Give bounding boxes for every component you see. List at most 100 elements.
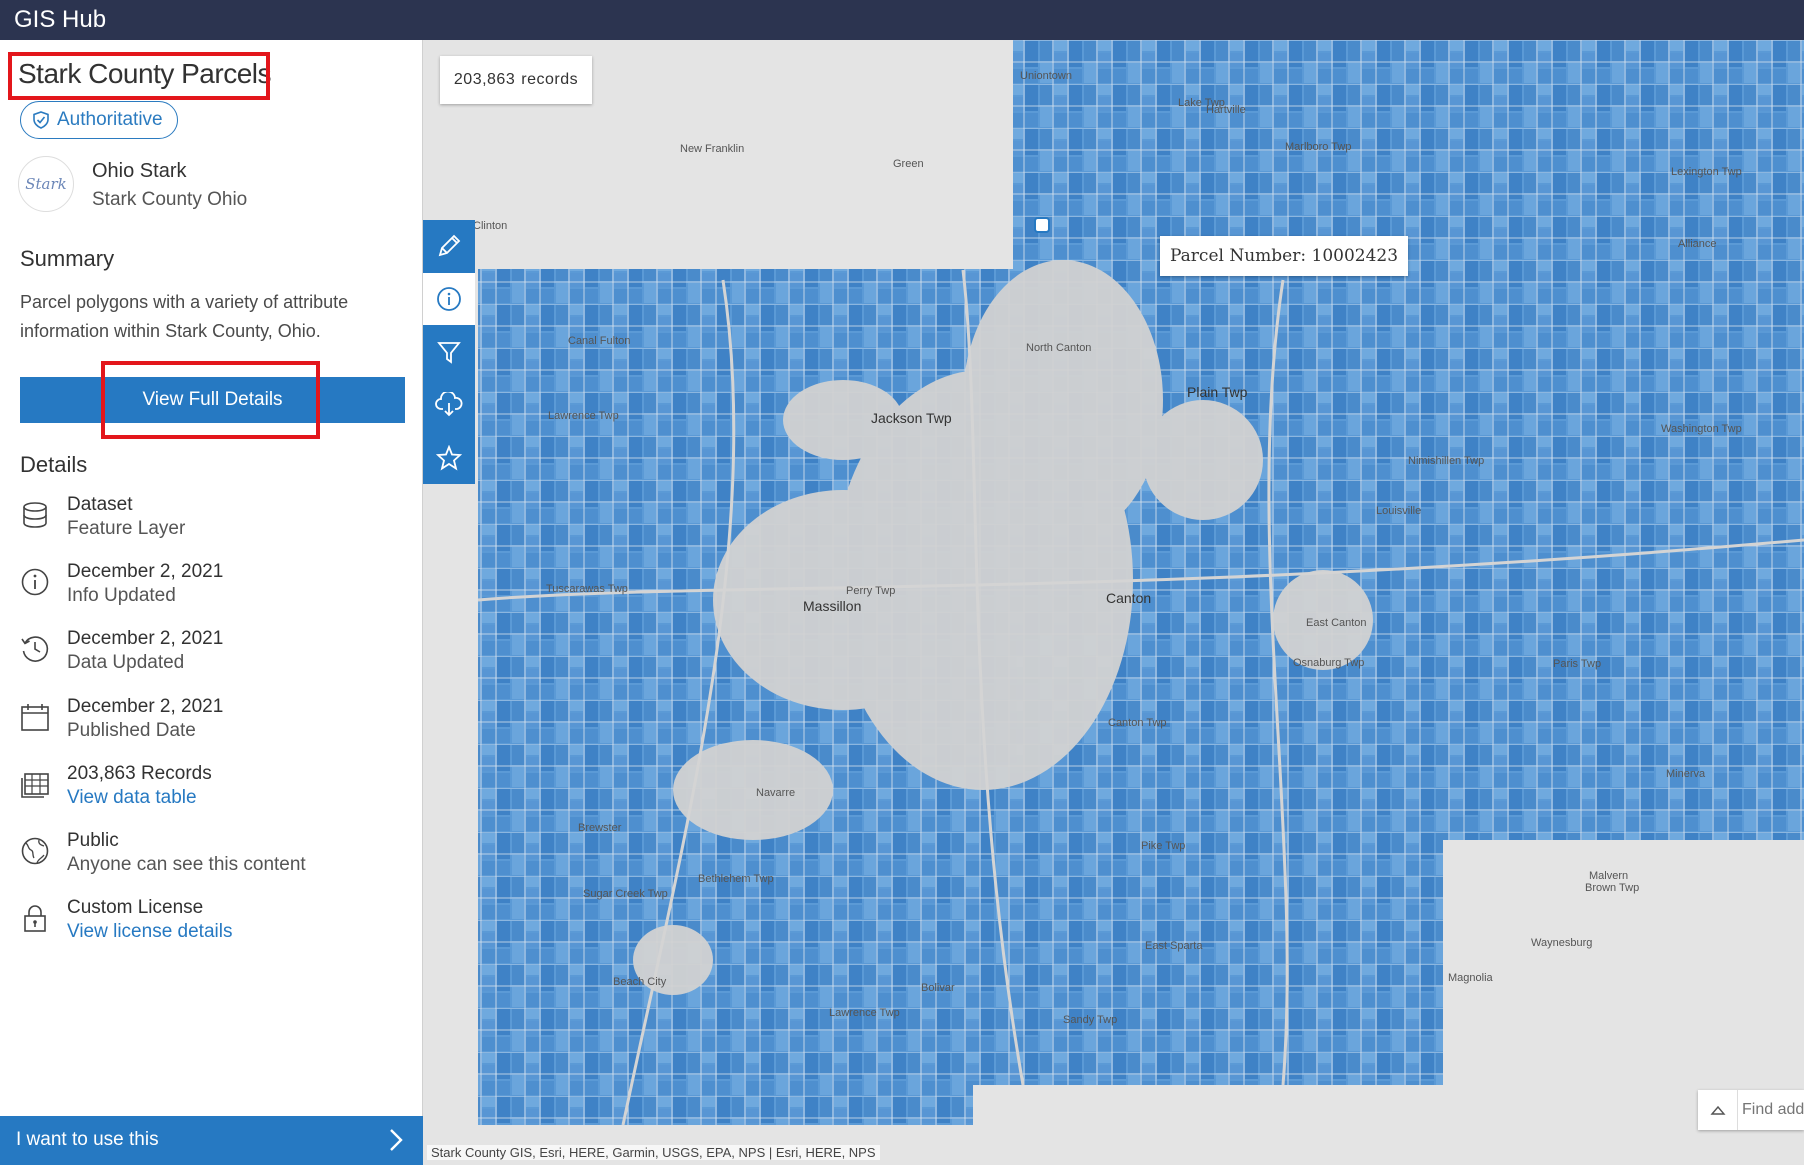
detail-subtitle: Info Updated <box>67 585 176 606</box>
place-label: Jackson Twp <box>871 410 952 426</box>
place-label: Marlboro Twp <box>1285 141 1352 153</box>
place-label: East Sparta <box>1145 940 1203 952</box>
detail-item-data-updated: December 2, 2021 Data Updated <box>20 628 410 680</box>
filter-tool-button[interactable] <box>423 326 475 378</box>
lock-icon <box>24 905 46 932</box>
place-label: Uniontown <box>1020 70 1072 82</box>
detail-item-records: 203,863 Records View data table <box>20 763 410 815</box>
place-label: Brewster <box>578 822 622 834</box>
dataset-title: Stark County Parcels <box>18 58 272 89</box>
parcel-popup[interactable]: Parcel Number: 10002423 <box>1160 236 1409 276</box>
app-title: GIS Hub <box>14 6 107 33</box>
globe-icon <box>21 837 49 865</box>
detail-item-info-updated: December 2, 2021 Info Updated <box>20 561 410 613</box>
favorite-tool-button[interactable] <box>423 432 475 484</box>
place-label: Bolivar <box>921 982 955 994</box>
cloud-download-icon <box>435 392 463 417</box>
summary-heading: Summary <box>20 246 115 271</box>
parcel-map[interactable] <box>423 40 1804 1165</box>
edit-tool-button[interactable] <box>423 220 475 272</box>
detail-subtitle: Feature Layer <box>67 518 186 539</box>
star-icon <box>436 445 462 471</box>
place-label: Canton Twp <box>1108 717 1167 729</box>
org-name[interactable]: Ohio Stark <box>92 160 187 182</box>
database-icon <box>23 502 47 528</box>
place-label: Lawrence Twp <box>548 410 619 422</box>
map-search <box>1698 1090 1804 1130</box>
place-label: Magnolia <box>1448 972 1493 984</box>
details-heading: Details <box>20 452 88 477</box>
place-label: Osnaburg Twp <box>1293 657 1365 669</box>
place-label: Canal Fulton <box>568 335 631 347</box>
map-toolbar <box>423 220 475 484</box>
chevron-right-icon <box>390 1129 403 1151</box>
place-label: Malvern <box>1589 870 1629 882</box>
dataset-title-highlight-box <box>8 52 270 100</box>
place-label: Lexington Twp <box>1671 166 1742 178</box>
place-label: Green <box>893 158 924 170</box>
county-boundary <box>478 40 1804 1125</box>
records-count: 203,863 <box>453 71 516 88</box>
expand-button[interactable] <box>1698 1090 1738 1130</box>
download-tool-button[interactable] <box>423 379 475 431</box>
detail-title: Custom License <box>67 897 204 918</box>
dataset-sidebar <box>0 40 423 1165</box>
history-icon <box>21 636 49 662</box>
map-attribution: Stark County GIS, Esri, HERE, Garmin, US… <box>427 1145 880 1160</box>
place-label: Massillon <box>803 598 862 614</box>
summary-text: Parcel polygons with a variety of attrib… <box>20 292 349 341</box>
view-full-details-button[interactable]: View Full Details <box>20 377 405 423</box>
view-data-table-link[interactable]: View data table <box>67 787 197 808</box>
use-bar-label: I want to use this <box>16 1129 159 1150</box>
filter-icon <box>437 342 461 364</box>
place-label: Minerva <box>1666 768 1706 780</box>
table-icon <box>21 773 49 798</box>
place-label: Bethlehem Twp <box>698 873 774 885</box>
map-view[interactable]: Uniontown Lake Twp Hartville Marlboro Twp Ne… <box>423 40 1804 1165</box>
records-label: records <box>521 71 579 88</box>
pencil-icon <box>438 234 461 257</box>
authoritative-badge: Authoritative <box>20 101 178 139</box>
place-label: Sugar Creek Twp <box>583 888 668 900</box>
place-label: Alliance <box>1678 238 1717 250</box>
org-logo-text: Stark <box>25 175 67 193</box>
info-icon <box>437 287 461 311</box>
find-address-input[interactable] <box>1742 1090 1804 1130</box>
roads <box>477 269 1804 1126</box>
info-icon <box>21 568 49 596</box>
detail-item-published: December 2, 2021 Published Date <box>20 696 410 748</box>
org-logo[interactable]: Stark <box>18 156 74 212</box>
detail-title: Public <box>67 830 119 851</box>
authoritative-badge-label: Authoritative <box>57 109 163 130</box>
detail-title: December 2, 2021 <box>67 628 224 649</box>
detail-subtitle: Data Updated <box>67 652 185 673</box>
view-license-details-link[interactable]: View license details <box>67 921 233 942</box>
place-label: East Canton <box>1306 617 1367 629</box>
place-label: Perry Twp <box>846 585 896 597</box>
detail-item-dataset: Dataset Feature Layer <box>20 494 410 546</box>
place-label: Navarre <box>756 787 796 799</box>
detail-title: December 2, 2021 <box>67 696 224 717</box>
urban-areas <box>633 260 1373 995</box>
place-label: Sandy Twp <box>1063 1014 1118 1026</box>
i-want-to-use-this-button[interactable]: I want to use this <box>0 1116 423 1165</box>
view-details-highlight-box <box>101 361 320 439</box>
place-label: Canton <box>1106 590 1152 606</box>
place-label: Nimishillen Twp <box>1408 455 1485 467</box>
place-label: North Canton <box>1026 342 1092 354</box>
place-label: Paris Twp <box>1553 658 1602 670</box>
app-header: GIS Hub <box>0 0 1804 40</box>
info-tool-button[interactable] <box>423 273 475 325</box>
detail-title: December 2, 2021 <box>67 561 224 582</box>
place-label: Louisville <box>1376 505 1422 517</box>
org-subtitle: Stark County Ohio <box>92 189 248 210</box>
place-label: Beach City <box>613 976 667 988</box>
calendar-icon <box>21 704 49 731</box>
place-label: Washington Twp <box>1661 423 1742 435</box>
place-label: Clinton <box>473 220 508 232</box>
place-label: Pike Twp <box>1141 840 1186 852</box>
detail-item-access: Public Anyone can see this content <box>20 830 410 882</box>
chevron-up-icon <box>1709 1105 1726 1115</box>
records-count-chip: 203,863 records <box>440 56 592 104</box>
selected-parcel-marker[interactable] <box>1034 217 1050 233</box>
